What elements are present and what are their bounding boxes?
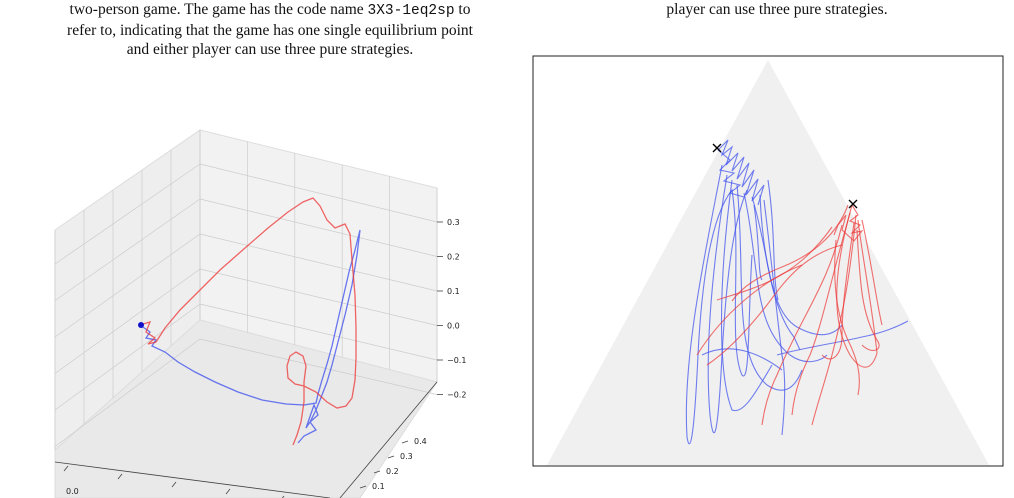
x-tick-label: 0.0 [66,487,79,496]
grid-line [54,233,201,338]
y-axis-ticks: 0.10.20.30.4 [339,381,438,498]
grid-line [54,163,201,265]
simplex-triangle [547,60,989,465]
x-tick-mark [281,495,285,498]
z-axis-ticks: 0.3 0.2 0.1 0.0 −0.1 −0.2 [437,218,466,400]
z-tick-label: −0.2 [447,391,466,400]
z-tick-label: 0.0 [447,322,460,331]
grid-line [54,268,201,374]
y-tick-mark [401,440,409,444]
caption-right: player can use three pure strategies. [540,0,1014,19]
caption-left-line-1: two-person game. The game has the code n… [69,1,471,19]
grid-line [199,198,438,257]
pane-floor [54,319,438,498]
y-axis-line [339,381,438,498]
z-tick-label: 0.1 [447,287,460,296]
z-tick-label: 0.2 [447,253,460,262]
caption-left-line-2: refer to, indicating that the game has o… [67,22,473,39]
y-tick-mark [359,485,367,489]
y-tick-mark [373,470,381,474]
grid-line [199,268,438,326]
series-red-simplex [696,204,883,426]
y-tick-label: 0.2 [386,467,399,476]
grid-line [54,303,201,411]
series-blue-simplex [685,139,909,445]
z-tick-label: 0.3 [447,218,460,227]
y-tick-mark [387,455,395,459]
grid-3d [54,130,438,450]
equilibrium-marker-3d [138,322,144,328]
x-axis-ticks: 0.0 [54,461,331,498]
x-tick-mark [63,465,69,472]
x-axis-line [54,461,331,498]
grid-line [54,198,201,301]
x-tick-mark [225,488,231,495]
series-red-3d [142,197,357,446]
grid-line [199,233,438,292]
chart-simplex [532,55,1004,467]
grid-line [54,338,201,447]
chart-3d-trajectory: 0.30.20.10.0−0.1−0.2 0.10.20.30.4 0.0 [54,129,466,498]
y-tick-label: 0.3 [400,452,413,461]
x-marker-blue [712,143,722,153]
grid-line [199,303,438,361]
series-blue-3d [139,229,361,444]
grid-line [199,163,438,223]
game-code-name: 3X3-1eq2sp [367,3,455,19]
grid-line [199,338,438,395]
y-tick-label: 0.4 [414,437,427,446]
equilibrium-markers [712,143,858,209]
x-marker-red [848,199,858,209]
caption-right-line-1: player can use three pure strategies. [666,1,888,18]
y-tick-label: 0.1 [372,482,385,491]
caption-left: two-person game. The game has the code n… [0,0,540,59]
caption-left-line-3: and either player can use three pure str… [126,41,414,58]
z-tick-label: −0.1 [447,356,466,365]
x-tick-mark [171,481,177,488]
x-tick-mark [117,473,123,480]
